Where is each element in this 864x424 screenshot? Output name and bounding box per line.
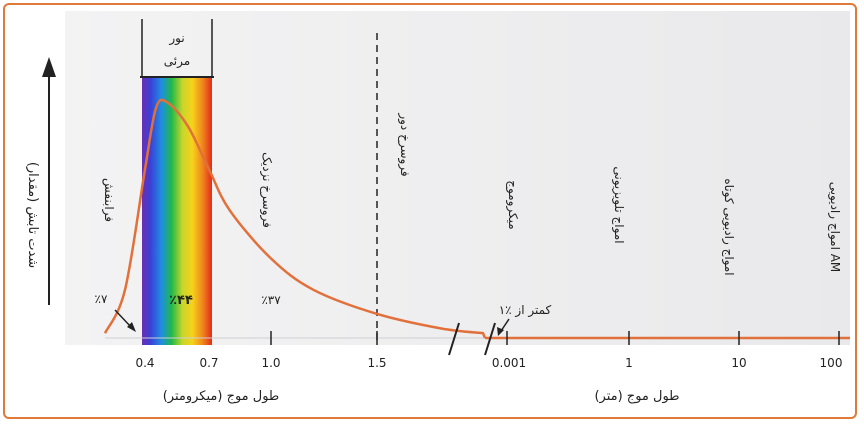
- visible-label-line1: نور: [168, 31, 184, 46]
- tick-label-100: 100: [820, 356, 843, 370]
- axis-break-2: [484, 322, 496, 356]
- region-label-tv: امواج تلویزیونی: [611, 166, 626, 243]
- y-axis-arrow-head: [42, 57, 56, 77]
- tick-label-0-001: 0.001: [492, 356, 526, 370]
- percent-label-visible: ٪۴۴: [169, 293, 193, 308]
- percent-label-near-ir: ٪۳۷: [261, 293, 281, 307]
- uv-pointer-arrow-head: [127, 322, 136, 332]
- region-label-microwave: میکروموج: [505, 180, 520, 229]
- uv-pointer-arrow: [114, 309, 132, 328]
- region-label-near-ir: فروسرخ نزدیک: [259, 152, 274, 228]
- region-label-short-radio: امواج رادیویی کوتاه: [721, 178, 736, 275]
- x-axis-label-meter: طول موج (متر): [594, 389, 679, 404]
- visible-label-box: [141, 19, 213, 77]
- x-axis-label-micrometer: طول موج (میکرومتر): [163, 389, 280, 404]
- axis-break-1: [448, 322, 460, 356]
- tick-label-1: 1: [625, 356, 633, 370]
- chart-frame: نور مرئی 0.4 0.7 1.0 1.5 0.001 1 10 100 …: [3, 3, 857, 419]
- tick-label-10: 10: [731, 356, 746, 370]
- chart-svg: نور مرئی 0.4 0.7 1.0 1.5 0.001 1 10 100 …: [25, 11, 850, 404]
- region-label-am-radio: امواج رادیویی AM: [827, 182, 842, 273]
- tick-label-1-5: 1.5: [367, 356, 386, 370]
- tick-label-1-0: 1.0: [261, 356, 280, 370]
- region-label-far-ir: فروسرخ دور: [397, 112, 412, 176]
- tick-label-0-7: 0.7: [199, 356, 218, 370]
- visible-label-line2: مرئی: [164, 54, 190, 69]
- intensity-curve: [103, 98, 487, 339]
- tick-label-0-4: 0.4: [135, 356, 154, 370]
- low-share-pointer: [500, 318, 510, 332]
- y-axis-label: شدت تابش (مقدار): [25, 162, 40, 268]
- percent-label-uv: ٪۷: [95, 292, 108, 306]
- low-share-pointer-head: [497, 327, 504, 336]
- region-label-uv: فرابنفش: [101, 178, 116, 222]
- low-share-note: کمتر از ٪۱: [499, 303, 552, 318]
